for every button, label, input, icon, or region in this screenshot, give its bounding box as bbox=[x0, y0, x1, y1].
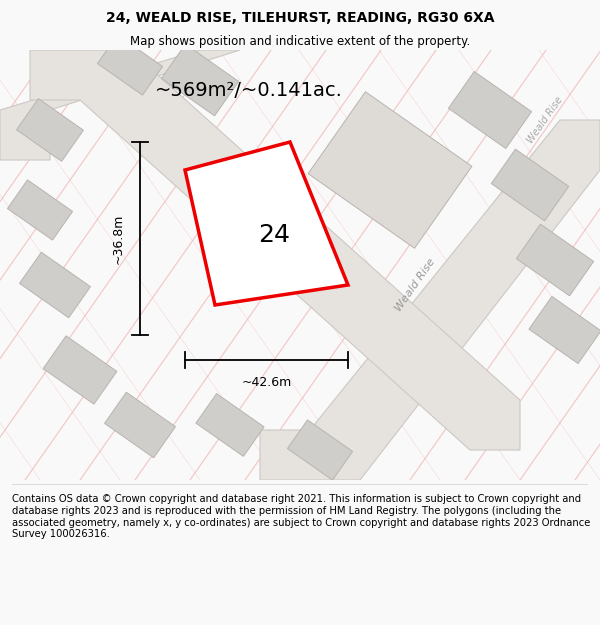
Polygon shape bbox=[196, 394, 264, 456]
Polygon shape bbox=[43, 336, 117, 404]
Text: 24: 24 bbox=[259, 224, 290, 248]
Polygon shape bbox=[517, 224, 593, 296]
Text: Weald Rise: Weald Rise bbox=[393, 257, 437, 313]
Text: Map shows position and indicative extent of the property.: Map shows position and indicative extent… bbox=[130, 35, 470, 48]
Polygon shape bbox=[260, 120, 600, 480]
Polygon shape bbox=[161, 44, 239, 116]
Polygon shape bbox=[448, 71, 532, 149]
Polygon shape bbox=[97, 35, 163, 95]
Polygon shape bbox=[7, 180, 73, 240]
Polygon shape bbox=[104, 392, 175, 458]
Text: Weald Rise: Weald Rise bbox=[526, 95, 565, 145]
Polygon shape bbox=[308, 92, 472, 248]
Polygon shape bbox=[529, 296, 600, 364]
Polygon shape bbox=[17, 99, 83, 161]
Polygon shape bbox=[0, 50, 240, 160]
Text: Contains OS data © Crown copyright and database right 2021. This information is : Contains OS data © Crown copyright and d… bbox=[12, 494, 590, 539]
Text: 24, WEALD RISE, TILEHURST, READING, RG30 6XA: 24, WEALD RISE, TILEHURST, READING, RG30… bbox=[106, 11, 494, 25]
Text: ~36.8m: ~36.8m bbox=[112, 213, 125, 264]
Polygon shape bbox=[491, 149, 569, 221]
Text: ~569m²/~0.141ac.: ~569m²/~0.141ac. bbox=[155, 81, 343, 99]
Polygon shape bbox=[20, 253, 91, 318]
Polygon shape bbox=[287, 420, 353, 480]
Text: ~42.6m: ~42.6m bbox=[241, 376, 292, 389]
Polygon shape bbox=[30, 50, 520, 450]
Polygon shape bbox=[185, 142, 348, 305]
